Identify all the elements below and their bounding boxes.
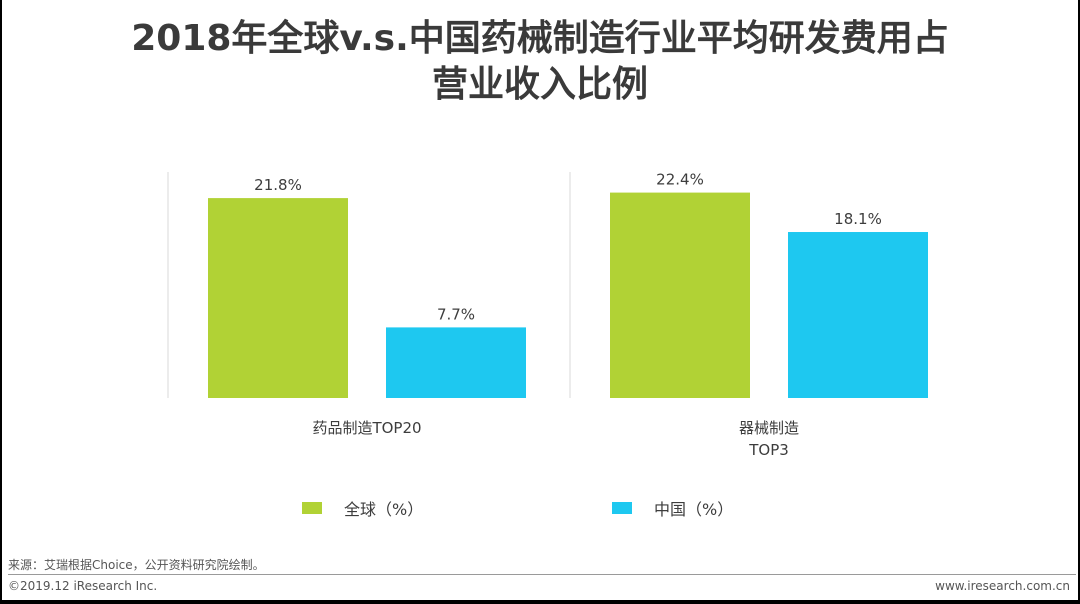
title-line-1: 2018年全球v.s.中国药械制造行业平均研发费用占 [131, 18, 949, 59]
chart-title: 2018年全球v.s.中国药械制造行业平均研发费用占 营业收入比例 [2, 16, 1078, 108]
data-label-global-2: 22.4% [656, 171, 704, 189]
bar-global-1 [208, 198, 348, 398]
footer-divider [8, 574, 1076, 575]
data-label-china-1: 7.7% [437, 305, 475, 323]
source-note: 来源：艾瑞根据Choice，公开资料研究院绘制。 [8, 558, 265, 572]
legend-label-global: 全球（%） [344, 500, 424, 519]
legend-swatch-global [302, 502, 322, 514]
bar-chart: 21.8% 7.7% 药品制造TOP20 22.4% 18.1% 器械制造 TOP3 [167, 171, 928, 459]
data-label-china-2: 18.1% [834, 210, 882, 228]
bar-global-2 [610, 192, 750, 398]
bar-china-2 [788, 232, 928, 398]
data-label-global-1: 21.8% [254, 176, 302, 194]
bar-china-1 [386, 327, 526, 398]
category-label-2-line-2: TOP3 [748, 441, 789, 459]
legend-label-china: 中国（%） [654, 500, 734, 519]
copyright-text: ©2019.12 iResearch Inc. [8, 579, 158, 593]
legend-item-china: 中国（%） [612, 497, 733, 519]
legend-swatch-china [612, 502, 632, 514]
website-text: www.iresearch.com.cn [935, 579, 1070, 593]
category-label-2-line-1: 器械制造 [739, 419, 799, 437]
legend-item-global: 全球（%） [302, 497, 423, 519]
title-line-2: 营业收入比例 [431, 64, 648, 105]
category-label-1-line-1: 药品制造TOP20 [312, 419, 421, 437]
